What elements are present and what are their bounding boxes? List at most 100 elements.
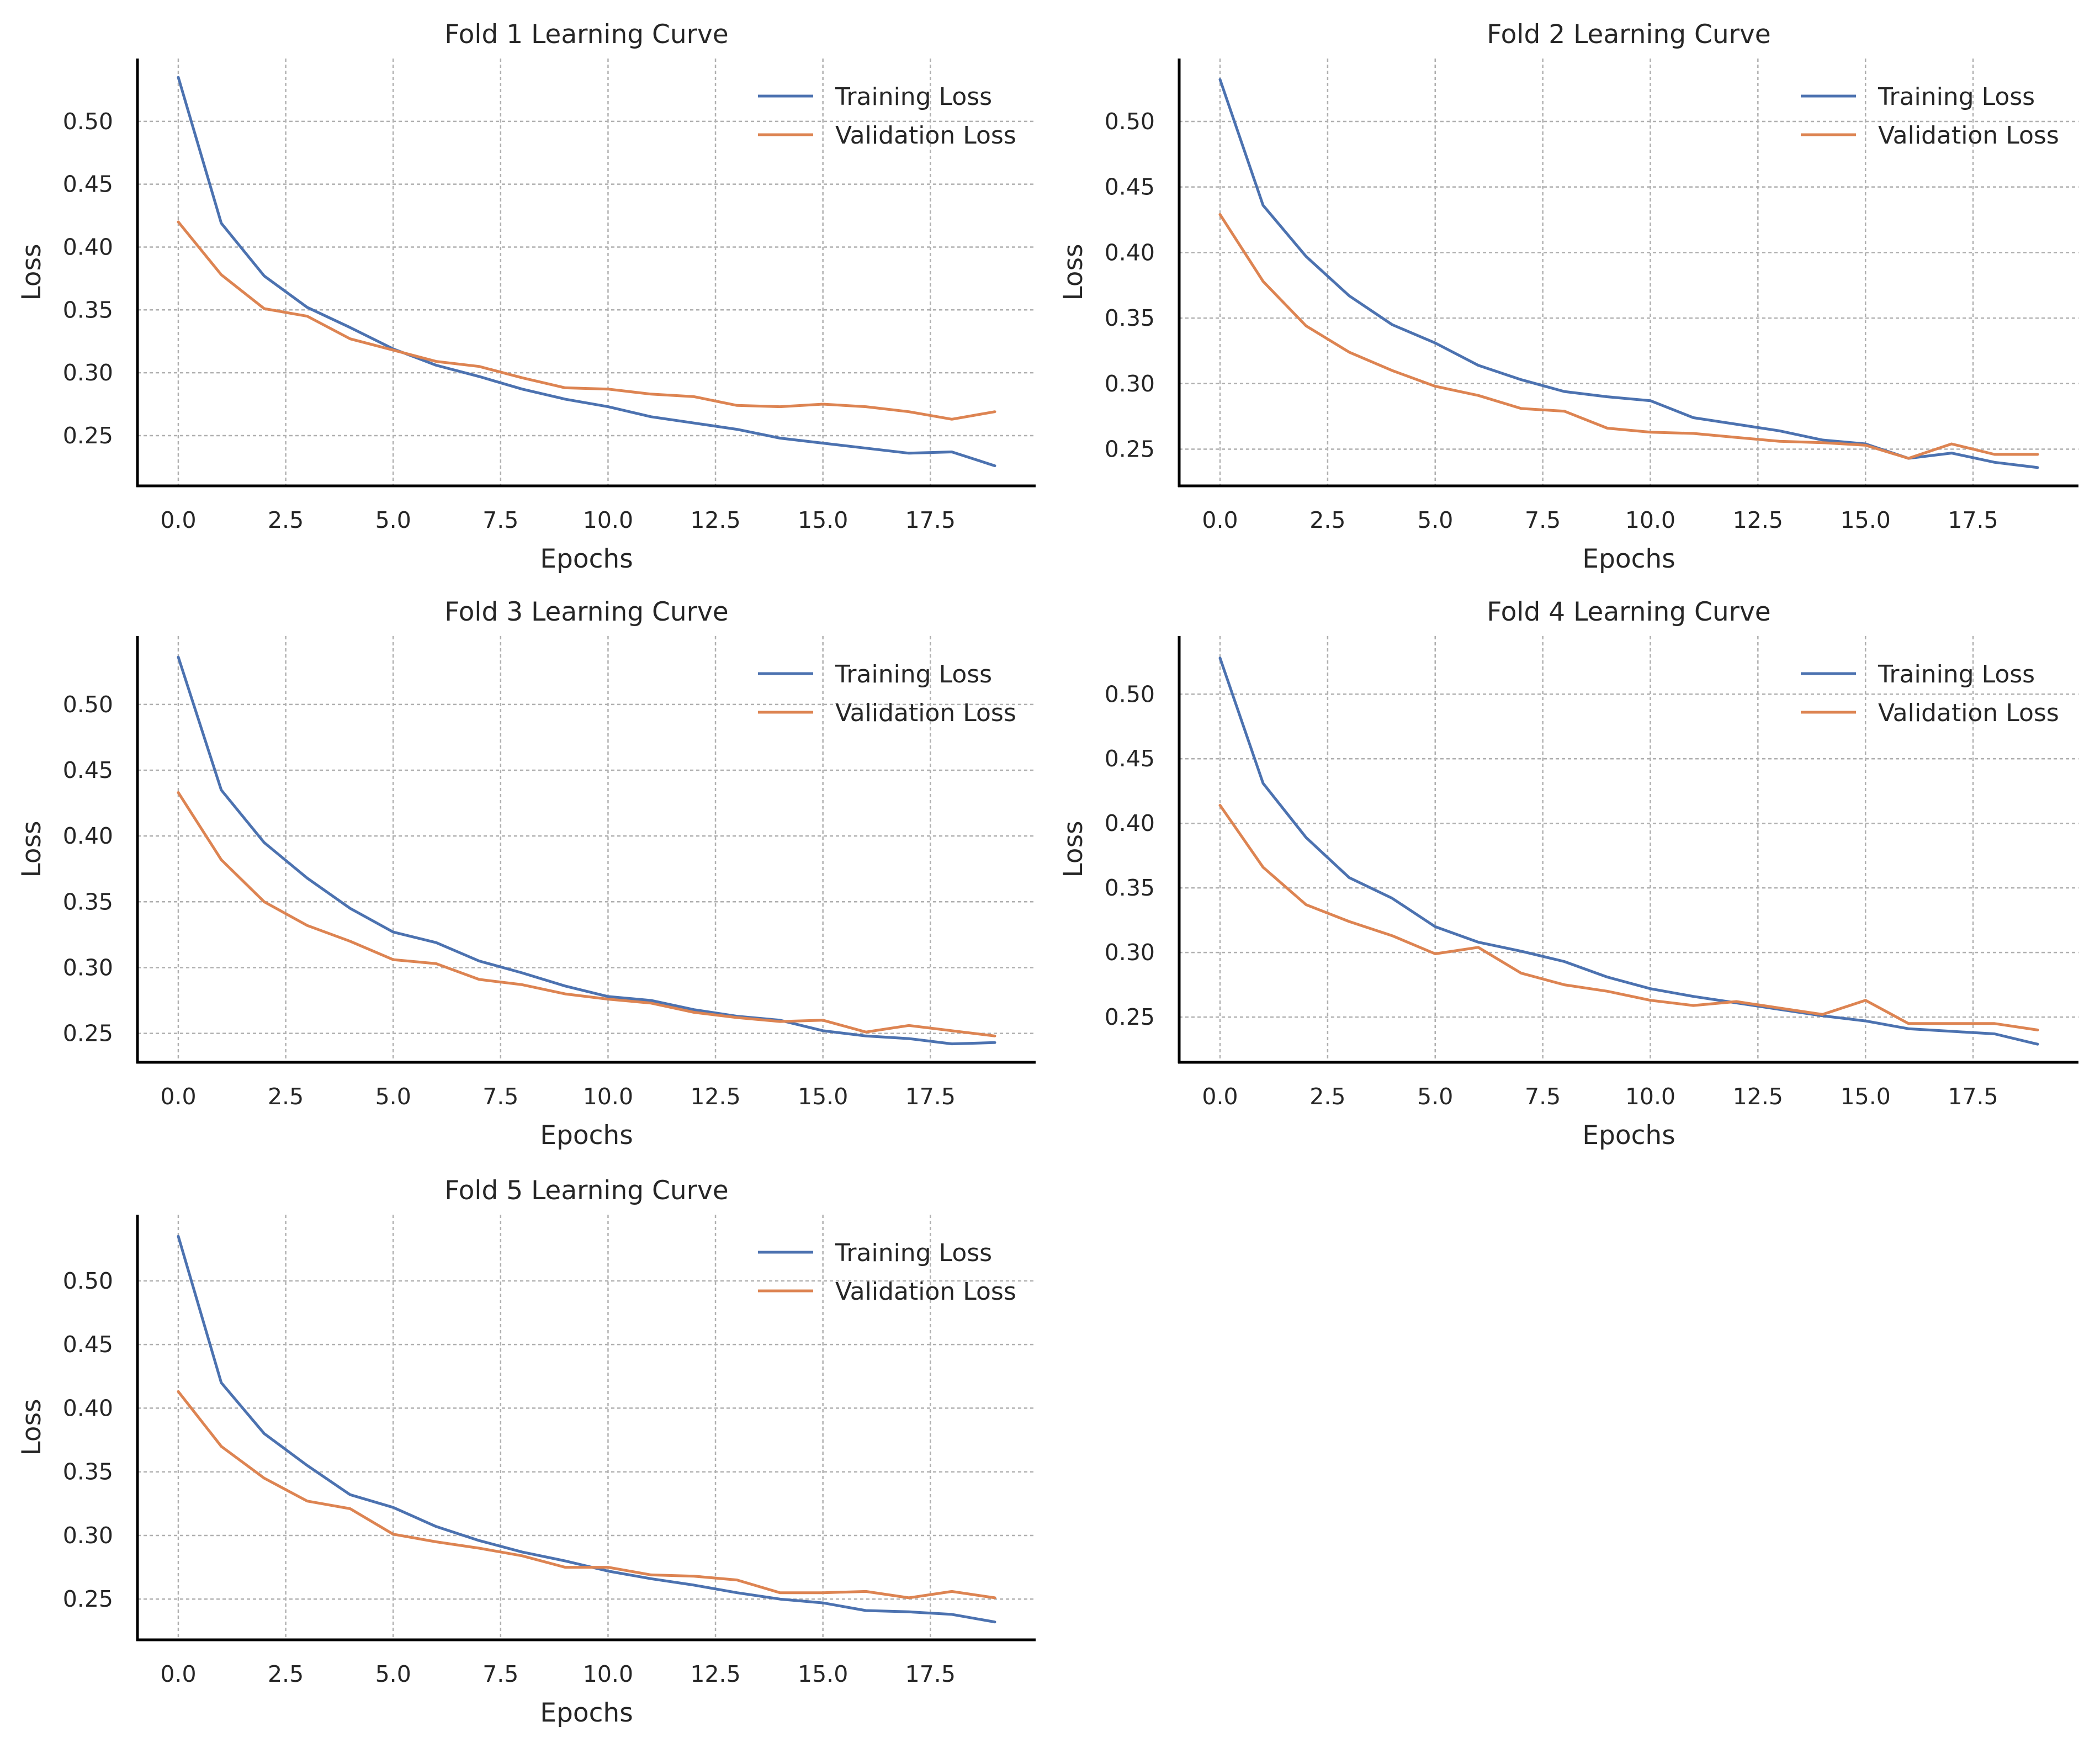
fold-1-chart: 0.0 2.5 5.0 7.5 10.0 12.5 15.0 17.5 0.25 0.30 0.35… [17, 19, 1036, 574]
legend-label: Training Loss [835, 660, 992, 689]
x-tick-label: 7.5 [482, 507, 518, 533]
y-tick-label: 0.30 [1105, 939, 1155, 966]
x-tick-label: 10.0 [583, 1083, 633, 1110]
x-tick-label: 7.5 [1525, 507, 1561, 533]
training-loss-line [1218, 656, 2039, 1046]
x-tick-label: 0.0 [1202, 1083, 1238, 1110]
legend: Training Loss Validation Loss [758, 1239, 1016, 1306]
chart-title: Fold 1 Learning Curve [444, 19, 728, 50]
validation-loss-line [177, 1390, 996, 1600]
x-tick-label: 0.0 [160, 1661, 196, 1687]
x-tick-label: 15.0 [1841, 1083, 1891, 1110]
x-tick-label: 17.5 [905, 1661, 956, 1687]
x-tick-label: 10.0 [1625, 1083, 1675, 1110]
x-tick-label: 15.0 [798, 1083, 848, 1110]
y-tick-label: 0.45 [63, 1331, 113, 1358]
training-loss-line [177, 76, 996, 468]
x-tick-label: 12.5 [1733, 1083, 1783, 1110]
y-tick-label: 0.35 [1105, 875, 1155, 901]
x-tick-label: 12.5 [690, 507, 740, 533]
legend-label: Training Loss [1878, 660, 2035, 689]
x-tick-label: 0.0 [1202, 507, 1238, 533]
legend-label: Validation Loss [835, 699, 1016, 727]
y-tick-label: 0.35 [63, 296, 113, 323]
legend-label: Validation Loss [835, 121, 1016, 150]
legend: Training Loss Validation Loss [1801, 83, 2059, 150]
legend-label: Training Loss [1878, 83, 2035, 111]
y-tick-label: 0.30 [1105, 370, 1155, 397]
x-tick-label: 5.0 [1417, 1083, 1453, 1110]
x-axis-label: Epochs [540, 544, 633, 574]
validation-loss-line [177, 220, 996, 421]
y-tick-label: 0.40 [1105, 810, 1155, 836]
y-axis-label: Loss [17, 820, 47, 877]
y-tick-label: 0.50 [1105, 681, 1155, 707]
x-tick-label: 2.5 [268, 1083, 304, 1110]
legend-label: Validation Loss [835, 1278, 1016, 1306]
validation-loss-line [177, 791, 996, 1037]
y-tick-label: 0.50 [1105, 108, 1155, 135]
y-axis-label: Loss [17, 1399, 47, 1455]
y-axis-label: Loss [1058, 820, 1089, 877]
legend: Training Loss Validation Loss [758, 83, 1016, 150]
legend-label: Training Loss [835, 1239, 992, 1267]
fold-3-chart: 0.0 2.5 5.0 7.5 10.0 12.5 15.0 17.5 0.25 0.30 0.35… [17, 597, 1036, 1151]
legend-label: Training Loss [835, 83, 992, 111]
y-tick-label: 0.35 [63, 888, 113, 915]
x-tick-label: 2.5 [268, 507, 304, 533]
x-tick-label: 17.5 [1948, 507, 1998, 533]
x-tick-label: 0.0 [160, 507, 196, 533]
training-loss-line [177, 655, 996, 1046]
y-tick-label: 0.40 [63, 1395, 113, 1421]
y-tick-label: 0.25 [1105, 1004, 1155, 1030]
x-tick-label: 12.5 [1733, 507, 1783, 533]
y-tick-label: 0.50 [63, 691, 113, 718]
legend: Training Loss Validation Loss [1801, 660, 2059, 727]
chart-title: Fold 2 Learning Curve [1487, 19, 1770, 50]
y-tick-label: 0.45 [1105, 174, 1155, 200]
fold-2-chart: 0.0 2.5 5.0 7.5 10.0 12.5 15.0 17.5 0.25 0.30 0.35… [1058, 19, 2078, 574]
x-tick-label: 2.5 [1309, 507, 1345, 533]
chart-title: Fold 4 Learning Curve [1487, 597, 1770, 627]
x-axis-label: Epochs [1582, 1120, 1675, 1151]
validation-loss-line [1218, 213, 2039, 460]
y-tick-label: 0.30 [63, 954, 113, 981]
x-tick-label: 2.5 [1309, 1083, 1345, 1110]
x-tick-label: 10.0 [583, 507, 633, 533]
x-tick-label: 15.0 [1841, 507, 1891, 533]
x-tick-label: 7.5 [482, 1083, 518, 1110]
x-tick-label: 15.0 [798, 507, 848, 533]
y-axis-label: Loss [17, 243, 47, 300]
fold-5-chart: 0.0 2.5 5.0 7.5 10.0 12.5 15.0 17.5 0.25 0.30 0.35… [17, 1175, 1036, 1728]
y-tick-label: 0.25 [63, 1586, 113, 1612]
x-tick-label: 17.5 [905, 1083, 956, 1110]
x-axis-label: Epochs [540, 1698, 633, 1728]
x-tick-label: 7.5 [482, 1661, 518, 1687]
validation-loss-line [1218, 804, 2039, 1031]
x-tick-label: 7.5 [1525, 1083, 1561, 1110]
y-tick-label: 0.45 [1105, 745, 1155, 772]
legend-label: Validation Loss [1878, 699, 2059, 727]
y-tick-label: 0.45 [63, 171, 113, 198]
legend: Training Loss Validation Loss [758, 660, 1016, 727]
y-tick-label: 0.50 [63, 1268, 113, 1294]
x-tick-label: 10.0 [1625, 507, 1675, 533]
y-tick-label: 0.25 [63, 422, 113, 449]
y-tick-label: 0.30 [63, 1522, 113, 1549]
x-tick-label: 17.5 [1948, 1083, 1998, 1110]
y-tick-label: 0.50 [63, 108, 113, 135]
y-tick-label: 0.45 [63, 757, 113, 783]
y-tick-label: 0.40 [63, 823, 113, 849]
y-tick-label: 0.35 [63, 1459, 113, 1485]
y-tick-label: 0.40 [63, 234, 113, 260]
fold-4-chart: 0.0 2.5 5.0 7.5 10.0 12.5 15.0 17.5 0.25 0.30 0.35… [1058, 597, 2078, 1151]
x-axis-label: Epochs [540, 1120, 633, 1151]
x-tick-label: 5.0 [375, 1661, 411, 1687]
legend-label: Validation Loss [1878, 121, 2059, 150]
chart-title: Fold 3 Learning Curve [444, 597, 728, 627]
y-axis-label: Loss [1058, 243, 1089, 300]
x-tick-label: 12.5 [690, 1661, 740, 1687]
chart-title: Fold 5 Learning Curve [444, 1175, 728, 1206]
x-tick-label: 10.0 [583, 1661, 633, 1687]
